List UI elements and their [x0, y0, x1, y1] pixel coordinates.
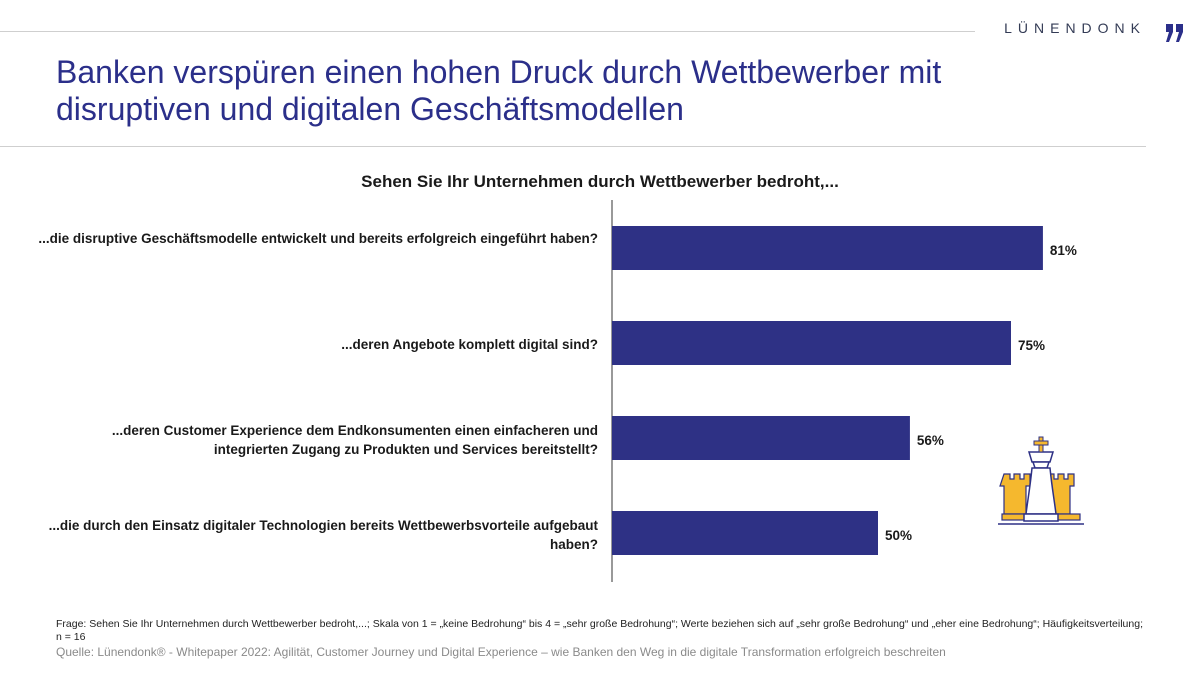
- brand-name: LÜNENDONK: [1004, 20, 1146, 36]
- chart-title: Sehen Sie Ihr Unternehmen durch Wettbewe…: [361, 172, 839, 191]
- bar-1: [612, 226, 1043, 270]
- value-label-4: 50%: [885, 528, 912, 543]
- source-note: Quelle: Lünendonk® - Whitepaper 2022: Ag…: [56, 645, 946, 659]
- bar-3: [612, 416, 910, 460]
- title-rule: [0, 146, 1146, 147]
- bar-chart: 81% 75% 56% 50%: [611, 200, 1077, 582]
- category-label-4: ...die durch den Einsatz digitaler Techn…: [48, 518, 598, 552]
- value-label-1: 81%: [1050, 243, 1077, 258]
- category-label-1: ...die disruptive Geschäftsmodelle entwi…: [38, 231, 598, 246]
- footnote: Frage: Sehen Sie Ihr Unternehmen durch W…: [56, 618, 1143, 643]
- value-label-3: 56%: [917, 433, 944, 448]
- top-rule: [0, 31, 975, 32]
- bar-4: [612, 511, 878, 555]
- bar-2: [612, 321, 1011, 365]
- brand-quote-icon: [1166, 24, 1183, 42]
- page-title: Banken verspüren einen hohen Druck durch…: [56, 54, 942, 127]
- chess-pieces-icon: [998, 436, 1084, 525]
- category-label-2: ...deren Angebote komplett digital sind?: [341, 337, 598, 352]
- category-label-3: ...deren Customer Experience dem Endkons…: [111, 423, 598, 457]
- value-label-2: 75%: [1018, 338, 1045, 353]
